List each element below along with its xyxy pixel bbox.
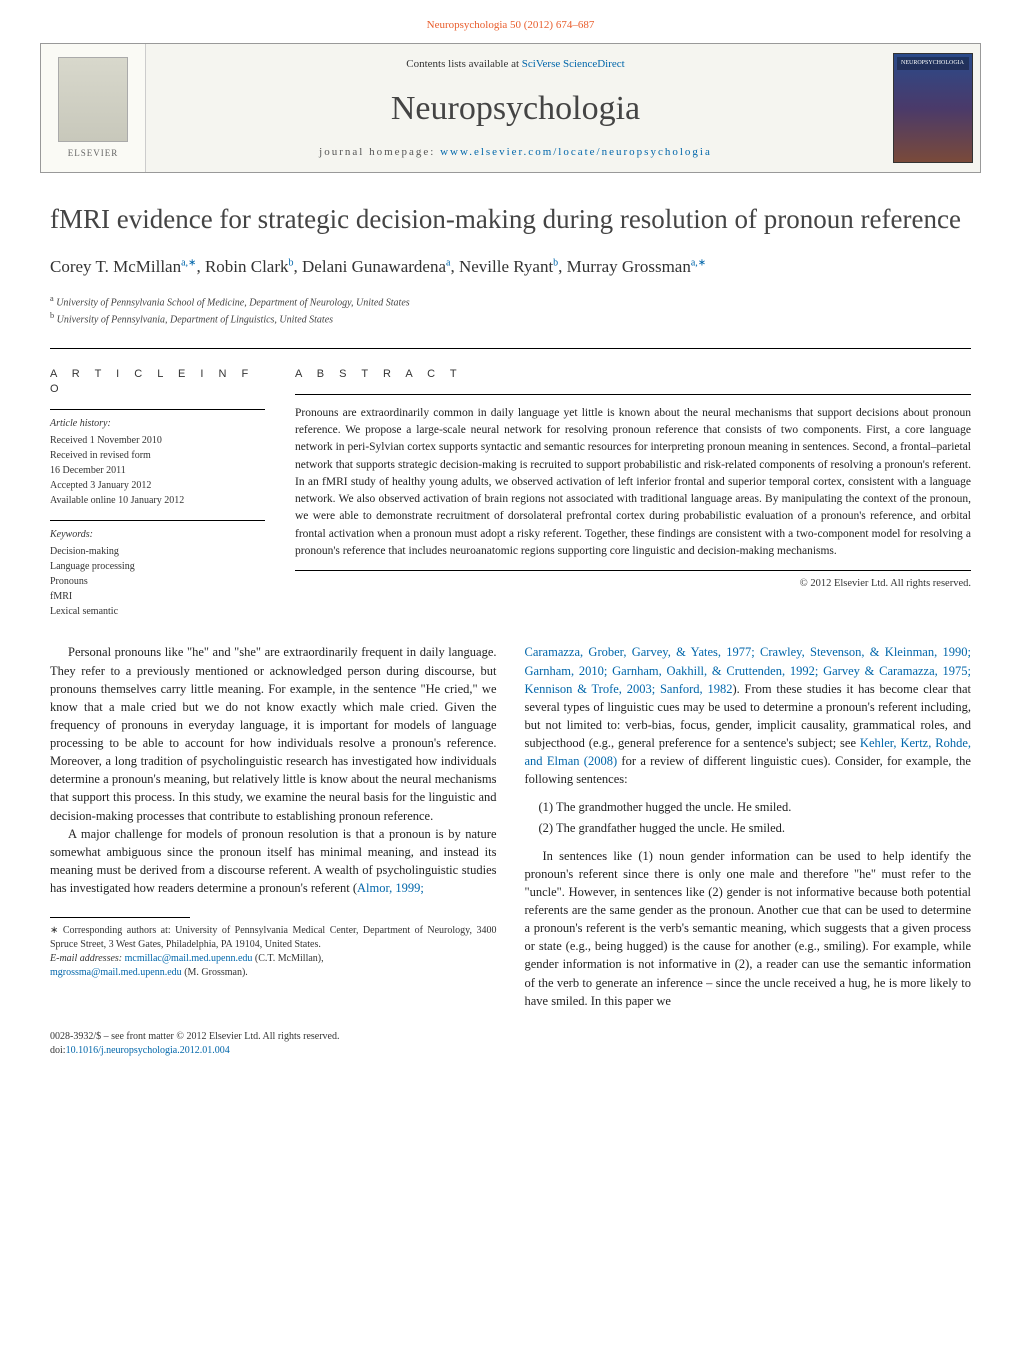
homepage-prefix: journal homepage: xyxy=(319,146,440,158)
homepage-link[interactable]: www.elsevier.com/locate/neuropsychologia xyxy=(440,146,712,158)
body-paragraph: Personal pronouns like "he" and "she" ar… xyxy=(50,643,497,824)
example-sentence: (2) The grandfather hugged the uncle. He… xyxy=(539,819,972,837)
keyword: Pronouns xyxy=(50,574,265,589)
author: Murray Grossmana,∗ xyxy=(567,257,707,276)
example-sentence: (1) The grandmother hugged the uncle. He… xyxy=(539,798,972,816)
header-citation: Neuropsychologia 50 (2012) 674–687 xyxy=(427,19,595,31)
author: Delani Gunawardenaa xyxy=(302,257,450,276)
journal-masthead: ELSEVIER Contents lists available at Sci… xyxy=(40,43,981,173)
elsevier-tree-icon xyxy=(58,57,128,142)
journal-title: Neuropsychologia xyxy=(391,85,640,133)
page-footer: 0028-3932/$ – see front matter © 2012 El… xyxy=(50,1030,971,1058)
footnote-separator xyxy=(50,917,190,918)
author: Corey T. McMillana,∗ xyxy=(50,257,196,276)
email-link[interactable]: mcmillac@mail.med.upenn.edu xyxy=(125,953,253,964)
history-revised-date: 16 December 2011 xyxy=(50,463,265,478)
abstract-column: A B S T R A C T Pronouns are extraordina… xyxy=(295,367,971,620)
cover-thumb-block: NEUROPSYCHOLOGIA xyxy=(885,44,980,172)
running-header: Neuropsychologia 50 (2012) 674–687 xyxy=(0,0,1021,37)
body-columns: Personal pronouns like "he" and "she" ar… xyxy=(50,643,971,1009)
body-right-column: Caramazza, Grober, Garvey, & Yates, 1977… xyxy=(525,643,972,1009)
email-line: mgrossma@mail.med.upenn.edu (M. Grossman… xyxy=(50,966,497,980)
article-info-column: A R T I C L E I N F O Article history: R… xyxy=(50,367,265,620)
keywords-block: Keywords: Decision-making Language proce… xyxy=(50,520,265,619)
body-paragraph: In sentences like (1) noun gender inform… xyxy=(525,847,972,1010)
email-line: E-mail addresses: mcmillac@mail.med.upen… xyxy=(50,952,497,966)
publisher-block: ELSEVIER xyxy=(41,44,146,172)
affiliation-a: University of Pennsylvania School of Med… xyxy=(56,297,409,308)
history-revised-label: Received in revised form xyxy=(50,448,265,463)
footnotes-block: ∗ Corresponding authors at: University o… xyxy=(50,924,497,980)
corresponding-author-note: ∗ Corresponding authors at: University o… xyxy=(50,924,497,952)
affiliation-b: University of Pennsylvania, Department o… xyxy=(57,315,333,326)
example-sentences: (1) The grandmother hugged the uncle. He… xyxy=(539,798,972,836)
history-online: Available online 10 January 2012 xyxy=(50,493,265,508)
keywords-label: Keywords: xyxy=(50,527,265,542)
abstract-text: Pronouns are extraordinarily common in d… xyxy=(295,394,971,571)
sciencedirect-link[interactable]: SciVerse ScienceDirect xyxy=(522,58,625,70)
abstract-copyright: © 2012 Elsevier Ltd. All rights reserved… xyxy=(295,577,971,592)
history-label: Article history: xyxy=(50,416,265,431)
homepage-line: journal homepage: www.elsevier.com/locat… xyxy=(319,145,712,160)
body-paragraph: A major challenge for models of pronoun … xyxy=(50,825,497,898)
doi-link[interactable]: 10.1016/j.neuropsychologia.2012.01.004 xyxy=(66,1045,230,1056)
email-label: E-mail addresses: xyxy=(50,953,125,964)
issn-line: 0028-3932/$ – see front matter © 2012 El… xyxy=(50,1030,971,1044)
article-info-heading: A R T I C L E I N F O xyxy=(50,367,265,398)
history-received: Received 1 November 2010 xyxy=(50,433,265,448)
keyword: Lexical semantic xyxy=(50,604,265,619)
keyword: fMRI xyxy=(50,589,265,604)
journal-cover-icon: NEUROPSYCHOLOGIA xyxy=(893,53,973,163)
keyword: Decision-making xyxy=(50,544,265,559)
cover-label: NEUROPSYCHOLOGIA xyxy=(897,57,969,69)
body-left-column: Personal pronouns like "he" and "she" ar… xyxy=(50,643,497,1009)
author: Robin Clarkb xyxy=(205,257,294,276)
article-title: fMRI evidence for strategic decision-mak… xyxy=(50,203,971,237)
article-history: Article history: Received 1 November 201… xyxy=(50,409,265,508)
affiliations: a University of Pennsylvania School of M… xyxy=(50,293,971,328)
info-abstract-row: A R T I C L E I N F O Article history: R… xyxy=(50,348,971,620)
citation-link[interactable]: Almor, 1999; xyxy=(357,881,424,895)
publisher-name: ELSEVIER xyxy=(68,147,119,160)
masthead-center: Contents lists available at SciVerse Sci… xyxy=(146,44,885,172)
contents-prefix: Contents lists available at xyxy=(406,58,521,70)
author-list: Corey T. McMillana,∗, Robin Clarkb, Dela… xyxy=(50,255,971,279)
author: Neville Ryantb xyxy=(459,257,558,276)
abstract-heading: A B S T R A C T xyxy=(295,367,971,382)
history-accepted: Accepted 3 January 2012 xyxy=(50,478,265,493)
doi-line: doi:10.1016/j.neuropsychologia.2012.01.0… xyxy=(50,1044,971,1058)
email-link[interactable]: mgrossma@mail.med.upenn.edu xyxy=(50,967,182,978)
contents-line: Contents lists available at SciVerse Sci… xyxy=(406,57,624,72)
keyword: Language processing xyxy=(50,559,265,574)
body-paragraph: Caramazza, Grober, Garvey, & Yates, 1977… xyxy=(525,643,972,788)
